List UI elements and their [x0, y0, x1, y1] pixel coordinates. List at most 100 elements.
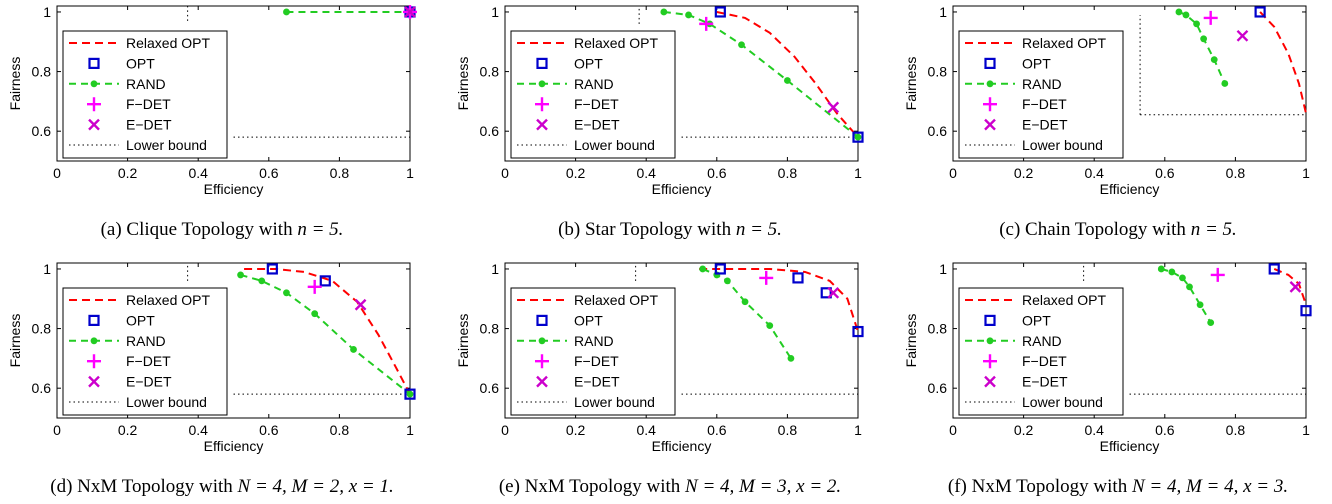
- y-tick-label: 0.6: [480, 380, 500, 396]
- rand-point: [1179, 274, 1186, 282]
- x-tick-label: 0.6: [259, 165, 279, 181]
- rand-point: [1221, 80, 1229, 87]
- y-axis-label: Fairness: [455, 57, 471, 111]
- opt-point: [319, 275, 331, 287]
- legend-marker-edet: [88, 375, 100, 388]
- legend-label: RAND: [126, 333, 166, 349]
- opt-point: [1300, 305, 1312, 317]
- caption-text: (b) Star Topology with: [558, 219, 736, 240]
- caption-math: N = 4, M = 3, x = 2.: [685, 476, 842, 497]
- x-tick-label: 0.6: [1155, 165, 1175, 181]
- x-tick-label: 0.8: [778, 165, 798, 181]
- legend-marker-opt: [536, 57, 548, 70]
- x-tick-label: 0.4: [188, 165, 208, 181]
- rand-point: [685, 11, 692, 19]
- legend-marker-rand: [986, 337, 994, 345]
- rand-point: [1196, 301, 1204, 309]
- legend-marker-fdet: [87, 354, 101, 369]
- legend-box: [510, 30, 676, 159]
- y-tick-label: 0.6: [928, 380, 948, 396]
- e-det-point: [404, 6, 416, 18]
- legend-box: [510, 287, 676, 416]
- legend-marker-edet: [536, 375, 548, 388]
- legend-marker-rand: [986, 80, 994, 88]
- legend-label: F−DET: [574, 96, 619, 112]
- rand-point: [738, 41, 745, 49]
- x-tick-label: 0.6: [707, 165, 727, 181]
- rand-point: [283, 8, 290, 16]
- x-tick-label: 0.4: [188, 422, 208, 438]
- legend-label: F−DET: [126, 96, 171, 112]
- subfigure-caption: (a) Clique Topology with n = 5.: [0, 219, 444, 241]
- x-tick-label: 0.8: [1226, 165, 1246, 181]
- x-tick-label: 0.4: [636, 422, 656, 438]
- legend-label: E−DET: [1022, 374, 1068, 390]
- y-tick-label: 0.8: [480, 64, 500, 80]
- legend-label: Lower bound: [574, 394, 655, 410]
- legend: Relaxed OPT OPT RAND F−DET E−DET Lower bound: [510, 30, 676, 159]
- caption-math: n = 5.: [735, 219, 782, 240]
- legend-label: OPT: [574, 312, 603, 328]
- x-tick-label: 1: [406, 165, 414, 181]
- legend: Relaxed OPT OPT RAND F−DET E−DET Lower bound: [62, 30, 228, 159]
- f-det-point: [699, 16, 714, 31]
- x-tick-label: 0.2: [1014, 165, 1034, 181]
- rand-point: [406, 390, 414, 398]
- caption-math: N = 4, M = 4, x = 3.: [1131, 476, 1289, 497]
- x-tick-label: 0.8: [330, 165, 350, 181]
- legend-label: RAND: [574, 333, 614, 349]
- opt-point: [852, 325, 864, 338]
- legend-marker-edet: [984, 118, 996, 131]
- rand-point: [1186, 283, 1193, 291]
- rand-point: [311, 310, 319, 318]
- rand-point: [1157, 265, 1165, 273]
- subfigure-caption: (e) NxM Topology with N = 4, M = 3, x = …: [448, 476, 892, 498]
- legend-label: Relaxed OPT: [1022, 292, 1106, 308]
- x-tick-label: 1: [406, 422, 414, 438]
- x-tick-label: 0.4: [636, 165, 656, 181]
- x-tick-label: 1: [854, 422, 862, 438]
- x-tick-label: 0.2: [118, 165, 138, 181]
- chart-panel-0: 0 0.2 0.4 0.6 0.8 1 0.6 0.8 1 Efficiency Fairness R…: [7, 4, 417, 197]
- rand-point: [699, 265, 707, 273]
- x-tick-label: 1: [1302, 165, 1310, 181]
- legend-box: [958, 287, 1124, 416]
- y-tick-label: 0.8: [32, 321, 52, 337]
- subfigure-caption: (b) Star Topology with n = 5.: [448, 219, 892, 241]
- e-det-point: [827, 286, 840, 299]
- opt-point: [1268, 263, 1280, 275]
- rand-point: [784, 77, 791, 84]
- chart-panel-2: 0 0.2 0.4 0.6 0.8 1 0.6 0.8 1 Efficiency Fairness R…: [903, 4, 1310, 197]
- legend-label: E−DET: [574, 374, 620, 390]
- legend-marker-fdet: [535, 354, 549, 369]
- y-tick-label: 0.6: [32, 380, 52, 396]
- legend-label: F−DET: [1022, 353, 1067, 369]
- subfigure-caption: (c) Chain Topology with n = 5.: [896, 219, 1332, 241]
- e-det-point: [354, 298, 367, 311]
- legend-marker-fdet: [535, 97, 549, 112]
- x-tick-label: 0: [53, 422, 61, 438]
- x-axis-label: Efficiency: [652, 181, 712, 197]
- legend-label: RAND: [126, 76, 166, 92]
- chart-panel-3: 0 0.2 0.4 0.6 0.8 1 0.6 0.8 1 Efficiency Fairness R…: [7, 261, 416, 454]
- rand-point: [854, 133, 862, 141]
- rand-point: [723, 277, 731, 285]
- y-tick-label: 0.8: [928, 321, 948, 337]
- legend-label: F−DET: [126, 353, 171, 369]
- legend-label: E−DET: [1022, 117, 1068, 133]
- rand-point: [1182, 11, 1190, 19]
- x-tick-label: 1: [1302, 422, 1310, 438]
- e-det-point: [1289, 280, 1302, 293]
- y-axis-label: Fairness: [903, 57, 919, 111]
- y-axis-label: Fairness: [903, 314, 919, 368]
- x-tick-label: 0.8: [778, 422, 798, 438]
- legend-label: E−DET: [126, 374, 172, 390]
- legend-label: OPT: [126, 55, 155, 71]
- opt-point: [714, 263, 726, 275]
- legend-label: F−DET: [574, 353, 619, 369]
- rand-point: [1168, 268, 1176, 276]
- legend-label: Lower bound: [1022, 137, 1103, 153]
- chart-panel-5: 0 0.2 0.4 0.6 0.8 1 0.6 0.8 1 Efficiency Fairness R…: [903, 261, 1312, 454]
- e-det-point: [1236, 29, 1249, 42]
